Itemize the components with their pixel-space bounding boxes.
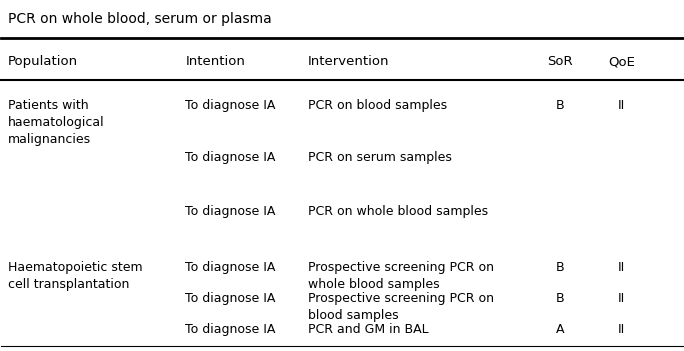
Text: SoR: SoR [547, 55, 573, 68]
Text: B: B [555, 292, 564, 305]
Text: Population: Population [8, 55, 79, 68]
Text: II: II [618, 324, 625, 337]
Text: B: B [555, 99, 564, 112]
Text: Patients with
haematological
malignancies: Patients with haematological malignancie… [8, 99, 105, 146]
Text: Intervention: Intervention [308, 55, 389, 68]
Text: To diagnose IA: To diagnose IA [185, 261, 276, 274]
Text: To diagnose IA: To diagnose IA [185, 151, 276, 164]
Text: Intention: Intention [185, 55, 245, 68]
Text: II: II [618, 292, 625, 305]
Text: To diagnose IA: To diagnose IA [185, 292, 276, 305]
Text: Haematopoietic stem
cell transplantation: Haematopoietic stem cell transplantation [8, 261, 143, 291]
Text: PCR on blood samples: PCR on blood samples [308, 99, 447, 112]
Text: PCR and GM in BAL: PCR and GM in BAL [308, 324, 429, 337]
Text: II: II [618, 261, 625, 274]
Text: PCR on whole blood samples: PCR on whole blood samples [308, 205, 488, 218]
Text: A: A [555, 324, 564, 337]
Text: PCR on serum samples: PCR on serum samples [308, 151, 452, 164]
Text: To diagnose IA: To diagnose IA [185, 205, 276, 218]
Text: B: B [555, 261, 564, 274]
Text: Prospective screening PCR on
blood samples: Prospective screening PCR on blood sampl… [308, 292, 494, 322]
Text: PCR on whole blood, serum or plasma: PCR on whole blood, serum or plasma [8, 12, 272, 26]
Text: QoE: QoE [608, 55, 635, 68]
Text: To diagnose IA: To diagnose IA [185, 324, 276, 337]
Text: To diagnose IA: To diagnose IA [185, 99, 276, 112]
Text: Prospective screening PCR on
whole blood samples: Prospective screening PCR on whole blood… [308, 261, 494, 291]
Text: II: II [618, 99, 625, 112]
